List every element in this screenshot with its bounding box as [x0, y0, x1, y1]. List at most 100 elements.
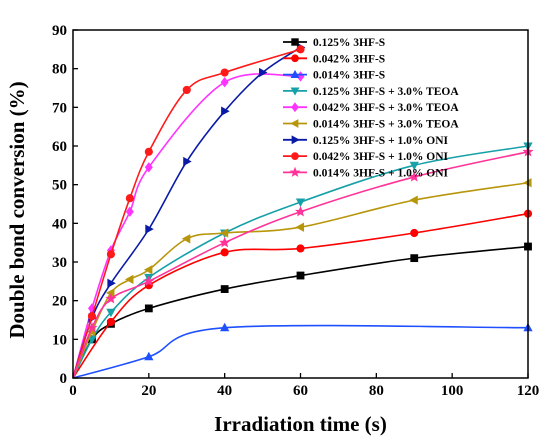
y-tick-label: 40	[52, 216, 67, 232]
y-tick-label: 0	[60, 371, 68, 387]
y-tick-label: 50	[52, 178, 67, 194]
legend-item: 0.125% 3HF-S + 3.0% TEOA	[283, 86, 459, 98]
data-point	[220, 322, 230, 332]
series-0	[72, 242, 532, 379]
x-tick-label: 80	[369, 383, 384, 399]
legend-item: 0.014% 3HF-S	[283, 70, 385, 82]
legend-label: 0.125% 3HF-S + 3.0% TEOA	[313, 86, 459, 98]
y-tick-label: 30	[52, 255, 67, 271]
series-1	[72, 209, 533, 379]
series-line	[72, 324, 529, 379]
y-tick-label: 90	[52, 23, 67, 39]
series-line	[72, 151, 529, 379]
data-point	[181, 234, 191, 244]
legend-item: 0.125% 3HF-S	[283, 37, 385, 49]
y-tick-label: 70	[52, 100, 67, 116]
legend-item: 0.014% 3HF-S + 1.0% ONI	[283, 166, 448, 179]
data-point	[143, 265, 153, 275]
data-point	[124, 274, 134, 285]
x-tick-label: 20	[141, 383, 156, 399]
legend-marker	[291, 135, 300, 145]
legend-item: 0.042% 3HF-S	[283, 53, 385, 65]
data-point	[183, 156, 192, 167]
legend-marker	[291, 54, 299, 63]
data-point	[107, 278, 116, 288]
data-point	[86, 321, 98, 333]
legend-marker	[291, 102, 299, 113]
y-axis-title: Double bond conversion (%)	[5, 81, 29, 338]
legend-item: 0.014% 3HF-S + 3.0% TEOA	[283, 119, 459, 131]
legend-label: 0.125% 3HF-S + 1.0% ONI	[313, 135, 448, 147]
data-point	[409, 195, 418, 205]
data-point	[182, 85, 191, 95]
data-point	[408, 171, 420, 182]
data-point	[105, 292, 117, 304]
x-tick-label: 120	[517, 383, 540, 399]
y-tick-label: 80	[52, 62, 67, 78]
data-point	[220, 248, 229, 257]
series-line	[72, 245, 529, 379]
ticks-layer: 0 20 40 60 80 100 120 0 10 20 30 40 50 60 70 80 90	[52, 23, 539, 399]
legend-marker	[291, 152, 299, 160]
series-line	[72, 46, 301, 379]
legend-marker	[290, 119, 299, 128]
data-point	[144, 304, 153, 313]
legend-label: 0.014% 3HF-S + 3.0% TEOA	[313, 119, 459, 131]
legend-label: 0.042% 3HF-S	[313, 53, 385, 65]
legend-marker	[290, 87, 300, 96]
data-point	[296, 271, 305, 280]
data-point	[294, 205, 307, 217]
data-point	[125, 194, 134, 203]
data-point	[259, 67, 268, 78]
data-point	[221, 106, 230, 116]
series-line	[72, 73, 301, 379]
data-point	[219, 228, 229, 238]
legend-marker	[291, 38, 299, 46]
data-point	[144, 162, 153, 173]
data-point	[106, 317, 115, 327]
data-point	[410, 228, 419, 238]
series-2	[72, 322, 533, 379]
series-8	[72, 145, 534, 379]
series-6	[72, 42, 306, 379]
data-point	[296, 244, 305, 253]
legend-label: 0.042% 3HF-S + 1.0% ONI	[313, 151, 448, 163]
y-tick-label: 60	[52, 139, 67, 155]
data-point	[220, 77, 229, 88]
data-point	[144, 147, 153, 156]
series-line	[72, 212, 529, 379]
legend-item: 0.042% 3HF-S + 1.0% ONI	[283, 151, 448, 163]
series-7	[72, 45, 305, 379]
data-point	[410, 254, 419, 263]
legend-marker	[289, 166, 301, 177]
data-point	[219, 236, 231, 248]
data-point	[220, 68, 229, 77]
y-tick-label: 10	[52, 332, 67, 348]
series-4	[72, 71, 305, 379]
data-point	[220, 285, 229, 293]
x-tick-label: 0	[69, 383, 77, 399]
legend: 0.125% 3HF-S 0.042% 3HF-S 0.014% 3HF-S 0.12…	[283, 37, 459, 179]
data-point	[106, 250, 115, 259]
data-point	[409, 161, 419, 171]
data-point	[145, 224, 154, 234]
x-tick-label: 100	[441, 383, 464, 399]
data-point	[106, 308, 116, 318]
series-layer	[72, 42, 534, 379]
x-tick-label: 60	[293, 383, 308, 399]
legend-item: 0.125% 3HF-S + 1.0% ONI	[283, 135, 448, 147]
x-axis-title: Irradiation time (s)	[214, 412, 387, 436]
legend-label: 0.042% 3HF-S + 3.0% TEOA	[313, 102, 459, 114]
data-point	[87, 312, 97, 321]
y-tick-label: 20	[52, 294, 67, 310]
data-point	[144, 351, 154, 361]
legend-item: 0.042% 3HF-S + 3.0% TEOA	[283, 102, 459, 114]
data-point	[295, 198, 306, 208]
legend-label: 0.014% 3HF-S	[313, 70, 385, 82]
data-point	[143, 275, 155, 287]
data-point	[295, 222, 305, 232]
legend-label: 0.125% 3HF-S	[313, 37, 385, 49]
data-point	[296, 45, 305, 54]
legend-marker	[290, 69, 300, 78]
